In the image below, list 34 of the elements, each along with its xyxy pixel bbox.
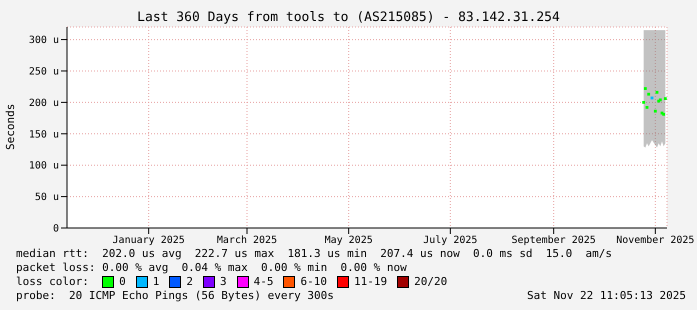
chart-title: Last 360 Days from tools to (AS215085) - 83.142.31.254: [136, 10, 561, 25]
x-tick-label: July 2025: [423, 235, 478, 246]
y-tick-label: 0: [52, 224, 59, 235]
y-tick-label: 250 u: [28, 66, 59, 78]
y-tick-label: 150 u: [28, 129, 59, 140]
point: [642, 100, 646, 104]
y-tick-label: 50 u: [34, 192, 59, 204]
text: probe: 20 ICMP Echo Pings (56 Bytes) every 300s: [16, 289, 334, 303]
text: packet loss: 0.00 % avg 0.04 % max 0.00 % min 0.00 % now: [16, 261, 408, 275]
text: median rtt: 202.0 us avg 222.7 us max 181.3 us min 207.4 us now 0.0 ms sd 15.0 am/s: [16, 247, 614, 261]
point: [644, 87, 647, 90]
point: [646, 106, 648, 109]
legend-label: 3: [218, 275, 227, 289]
legend-label: 1: [152, 275, 160, 289]
legend-label: 2: [185, 275, 193, 289]
point: [664, 97, 667, 100]
legend-label: 11-19: [352, 275, 388, 289]
legend-label: 6-10: [299, 275, 327, 289]
x-tick-label: January 2025: [112, 235, 185, 246]
y-tick-label: 100 u: [28, 160, 59, 172]
point: [650, 96, 654, 100]
y-axis-title: Seconds: [4, 104, 17, 150]
point: [656, 90, 658, 94]
legend-label: 0: [118, 275, 126, 289]
text: Sat Nov 22 11:05:13 2025: [527, 289, 686, 303]
x-tick-label: May 2025: [324, 235, 373, 246]
legend-title: loss color:: [16, 275, 90, 289]
legend-label: 4-5: [252, 275, 274, 289]
legend-label: 20/20: [413, 275, 448, 289]
y-tick-label: 200 u: [28, 98, 59, 109]
y-tick-label: 300 u: [28, 35, 59, 46]
x-tick-label: March 2025: [216, 235, 278, 246]
x-tick-label: September 2025: [512, 235, 596, 246]
x-tick-label: November 2025: [616, 235, 694, 246]
